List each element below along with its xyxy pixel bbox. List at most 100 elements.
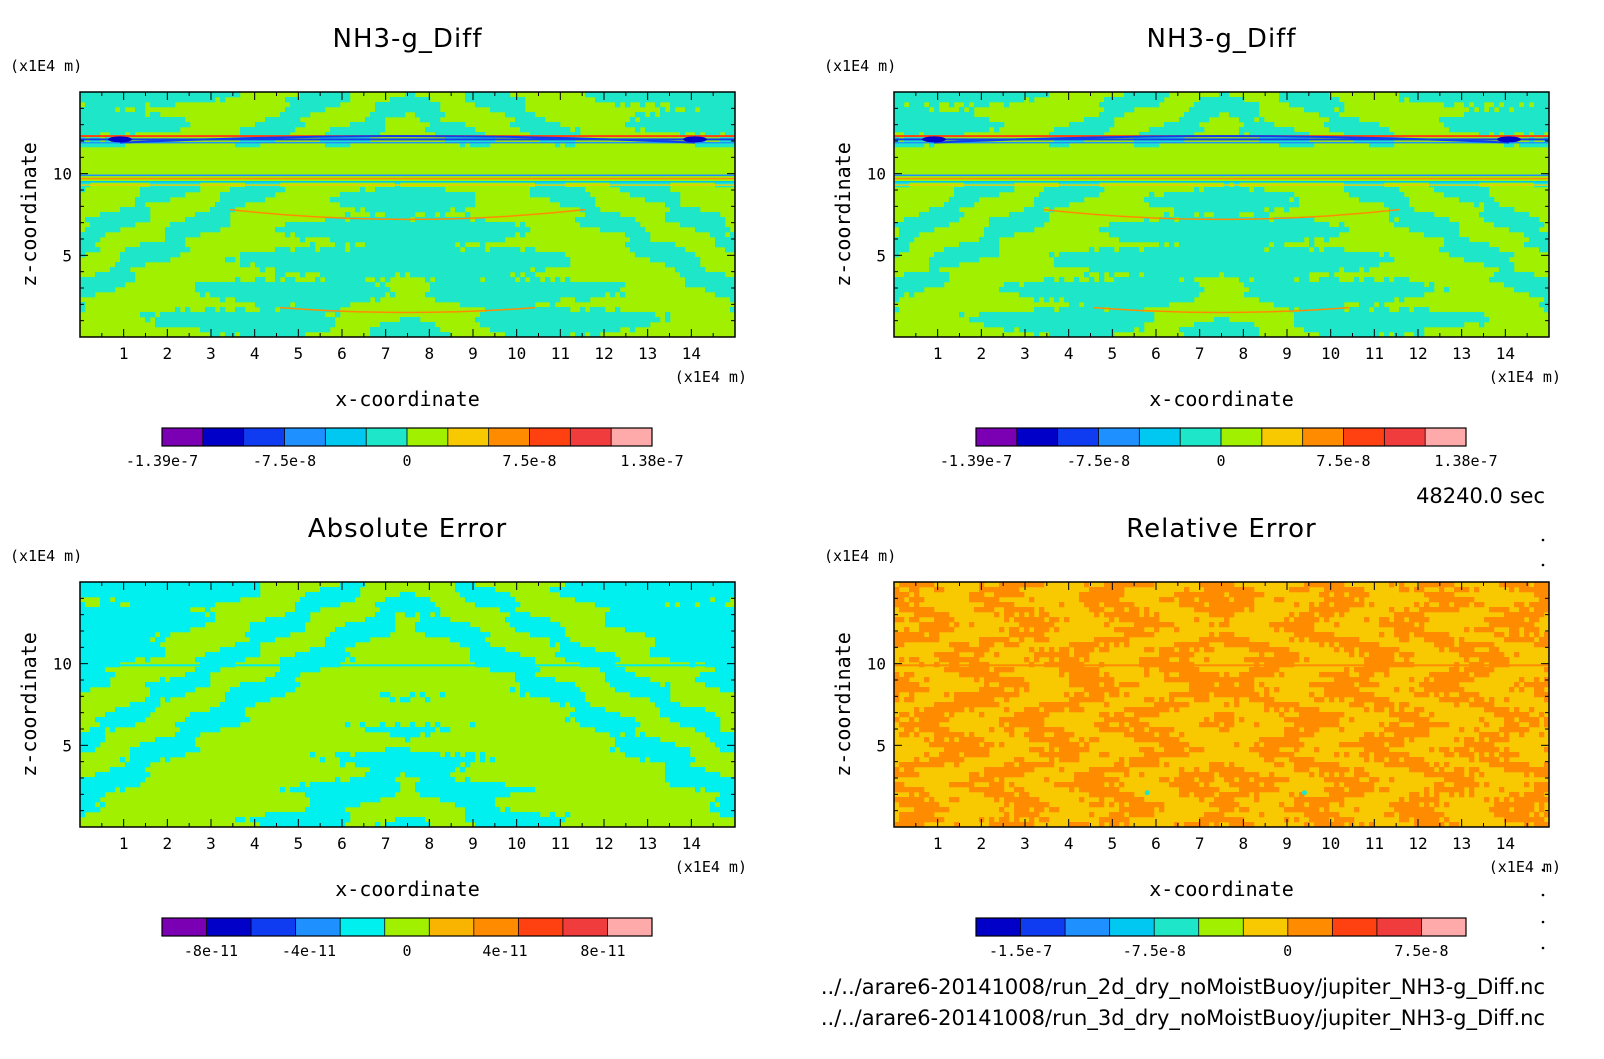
heatmap-cell-run bbox=[1139, 327, 1145, 333]
heatmap-cell-run bbox=[1204, 587, 1255, 593]
horizontal-band bbox=[894, 141, 1549, 144]
heatmap-cell-run bbox=[385, 597, 431, 603]
heatmap-cell-run bbox=[1159, 732, 1170, 738]
heatmap-cell-run bbox=[640, 732, 646, 738]
heatmap-cell-run bbox=[1434, 762, 1440, 768]
heatmap-cell-run bbox=[1429, 597, 1475, 603]
heatmap-cell-run bbox=[255, 122, 306, 128]
heatmap-cell-run bbox=[1169, 782, 1200, 788]
heatmap-cell-run bbox=[1534, 812, 1540, 818]
heatmap-cell-run bbox=[1439, 647, 1445, 653]
heatmap-cell-run bbox=[1014, 617, 1045, 623]
heatmap-cell-run bbox=[1004, 697, 1010, 703]
heatmap-cell-run bbox=[944, 692, 950, 698]
heatmap-cell-run bbox=[1129, 607, 1140, 613]
heatmap-cell-run bbox=[515, 672, 536, 678]
heatmap-cell-run bbox=[160, 677, 166, 683]
heatmap-cell-run bbox=[1194, 647, 1200, 653]
heatmap-cell-run bbox=[1204, 657, 1210, 663]
heatmap-cell-run bbox=[475, 602, 521, 608]
colorbar-label: 8e-11 bbox=[580, 942, 625, 960]
heatmap-cell-run bbox=[1279, 802, 1285, 808]
heatmap-cell-run bbox=[914, 592, 920, 598]
heatmap-cell-run bbox=[560, 647, 596, 653]
heatmap-cell-run bbox=[1364, 732, 1375, 738]
heatmap-cell-run bbox=[894, 772, 920, 778]
heatmap-cell-run bbox=[1164, 122, 1200, 128]
heatmap-cell-run bbox=[1509, 632, 1520, 638]
heatmap-cell-run bbox=[1204, 782, 1210, 788]
heatmap-cell-run bbox=[1144, 752, 1190, 758]
heatmap-cell-run bbox=[1284, 707, 1290, 713]
heatmap-cell-run bbox=[370, 332, 451, 337]
heatmap-cell-run bbox=[1229, 762, 1235, 768]
heatmap-cell-run bbox=[140, 312, 156, 318]
heatmap-cell-run bbox=[295, 652, 351, 658]
heatmap-cell-run bbox=[650, 647, 735, 653]
heatmap-cell-run bbox=[914, 757, 920, 763]
heatmap-cell-run bbox=[1544, 632, 1549, 638]
heatmap-cell-run bbox=[390, 97, 431, 103]
heatmap-cell-run bbox=[1209, 612, 1235, 618]
heatmap-cell-run bbox=[1239, 672, 1275, 678]
heatmap-cell-run bbox=[1504, 612, 1545, 618]
heatmap-cell-run bbox=[1054, 782, 1105, 788]
heatmap-cell-run bbox=[1234, 597, 1255, 603]
heatmap-cell-run bbox=[1409, 737, 1415, 743]
heatmap-cell-run bbox=[1284, 717, 1340, 723]
x-axis-label: x-coordinate bbox=[1149, 877, 1294, 901]
heatmap-cell-run bbox=[1374, 757, 1385, 763]
heatmap-cell-run bbox=[1119, 617, 1160, 623]
heatmap-cell-run bbox=[215, 202, 246, 208]
heatmap-cell-run bbox=[1404, 757, 1425, 763]
heatmap-cell-run bbox=[1304, 812, 1340, 818]
heatmap-cell-run bbox=[80, 287, 116, 293]
heatmap-cell-run bbox=[140, 742, 196, 748]
heatmap-cell-run bbox=[1509, 587, 1515, 593]
heatmap-cell-run bbox=[934, 737, 945, 743]
heatmap-cell-run bbox=[1309, 802, 1330, 808]
heatmap-cell-run bbox=[220, 702, 256, 708]
colorbar-label: 1.38e-7 bbox=[1434, 452, 1497, 470]
y-tick-label: 5 bbox=[62, 736, 72, 755]
x-tick-label: 3 bbox=[206, 344, 216, 363]
heatmap-cell-run bbox=[1114, 642, 1120, 648]
heatmap-cell-run bbox=[1514, 707, 1520, 713]
heatmap-cell-run bbox=[1219, 792, 1250, 798]
heatmap-cell-run bbox=[894, 287, 925, 293]
heatmap-cell-run bbox=[95, 272, 136, 278]
heatmap-cell-run bbox=[1159, 667, 1200, 673]
colorbar-swatch bbox=[976, 918, 1021, 936]
heatmap-cell-run bbox=[1129, 812, 1155, 818]
colorbar-label: 7.5e-8 bbox=[502, 452, 556, 470]
heatmap-cell-run bbox=[1289, 587, 1310, 593]
heatmap-cell-run bbox=[505, 807, 511, 813]
heatmap-cell-run bbox=[605, 622, 735, 628]
heatmap-cell-run bbox=[465, 812, 541, 818]
heatmap-cell-run bbox=[165, 232, 201, 238]
dot-marker bbox=[1541, 893, 1545, 897]
heatmap-cell-run bbox=[1059, 747, 1090, 753]
heatmap-cell-run bbox=[1314, 822, 1345, 827]
heatmap-cell-run bbox=[1024, 627, 1030, 633]
x-unit-label: (x1E4 m) bbox=[675, 368, 747, 386]
heatmap-cell-run bbox=[1194, 187, 1200, 193]
heatmap-cell-run bbox=[210, 612, 216, 618]
heatmap-cell-run bbox=[1159, 777, 1170, 783]
heatmap-cell-run bbox=[265, 117, 301, 123]
heatmap-cell-run bbox=[1339, 222, 1345, 228]
heatmap-cell-run bbox=[1209, 762, 1225, 768]
colorbar-swatch bbox=[1020, 918, 1066, 936]
x-tick-label: 11 bbox=[551, 834, 570, 853]
heatmap-cell-run bbox=[1384, 727, 1430, 733]
heatmap-cell-run bbox=[645, 127, 735, 133]
heatmap-cell-run bbox=[700, 107, 735, 113]
x-unit-label: (x1E4 m) bbox=[1489, 858, 1561, 876]
heatmap-cell-run bbox=[80, 642, 161, 648]
y-tick-label: 10 bbox=[867, 655, 886, 674]
x-tick-label: 9 bbox=[468, 834, 478, 853]
x-tick-label: 9 bbox=[1282, 834, 1292, 853]
heatmap-cell-run bbox=[1099, 727, 1130, 733]
heatmap-cell-run bbox=[390, 292, 396, 298]
